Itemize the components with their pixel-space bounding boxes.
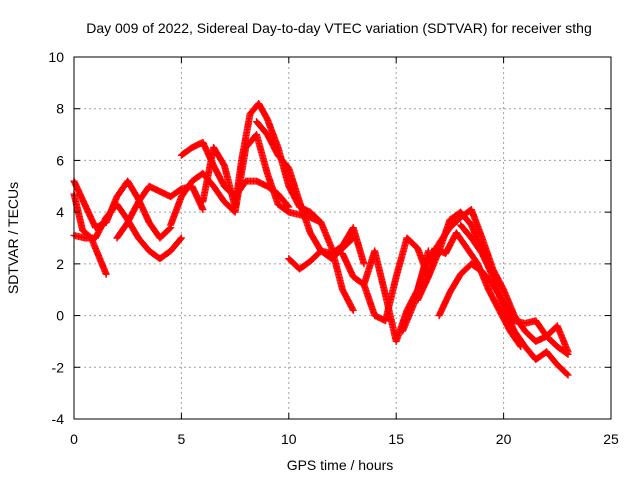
- y-tick-label: -2: [52, 359, 65, 375]
- data-point: [348, 235, 356, 243]
- y-axis-label: SDTVAR / TECUs: [5, 182, 21, 294]
- y-tick-label: 6: [56, 152, 64, 168]
- data-point: [199, 206, 207, 214]
- data-point: [177, 234, 185, 242]
- series-track-14: [457, 221, 572, 379]
- series-track-4: [113, 182, 207, 242]
- series-track-1: [70, 190, 110, 278]
- grid-lines: [74, 57, 611, 419]
- plot-frame: [73, 56, 612, 420]
- y-tick-label: 10: [48, 49, 64, 65]
- data-point: [166, 225, 174, 233]
- chart-title: Day 009 of 2022, Sidereal Day-to-day VTE…: [86, 20, 592, 36]
- x-tick-label: 10: [281, 431, 297, 447]
- y-axis-ticks: -4 -2 0 2 4 6 8 10: [48, 49, 611, 427]
- data-point: [176, 235, 184, 243]
- x-axis-ticks: 0 5 10 15 20 25: [70, 57, 619, 447]
- x-axis-label: GPS time / hours: [287, 457, 394, 473]
- data-point: [360, 260, 368, 268]
- y-tick-label: 2: [56, 256, 64, 272]
- y-tick-label: -4: [52, 411, 65, 427]
- series-track-15: [399, 229, 525, 351]
- data-point: [516, 341, 524, 349]
- data-points: [70, 100, 572, 379]
- data-point: [564, 350, 572, 358]
- data-point: [563, 349, 571, 357]
- x-tick-label: 15: [388, 431, 404, 447]
- data-point: [563, 370, 571, 378]
- series-track-3: [70, 177, 175, 242]
- data-point: [349, 306, 357, 314]
- data-point: [102, 270, 110, 278]
- series-track-9: [285, 234, 357, 273]
- y-tick-label: 0: [56, 308, 64, 324]
- data-point: [517, 343, 525, 351]
- x-tick-label: 0: [70, 431, 78, 447]
- x-tick-label: 25: [603, 431, 619, 447]
- y-tick-label: 8: [56, 101, 64, 117]
- x-tick-label: 5: [178, 431, 186, 447]
- data-point: [564, 371, 572, 379]
- data-point: [349, 305, 357, 313]
- x-tick-label: 20: [496, 431, 512, 447]
- data-point: [349, 234, 357, 242]
- series-track-8: [253, 118, 368, 268]
- y-tick-label: 4: [56, 204, 64, 220]
